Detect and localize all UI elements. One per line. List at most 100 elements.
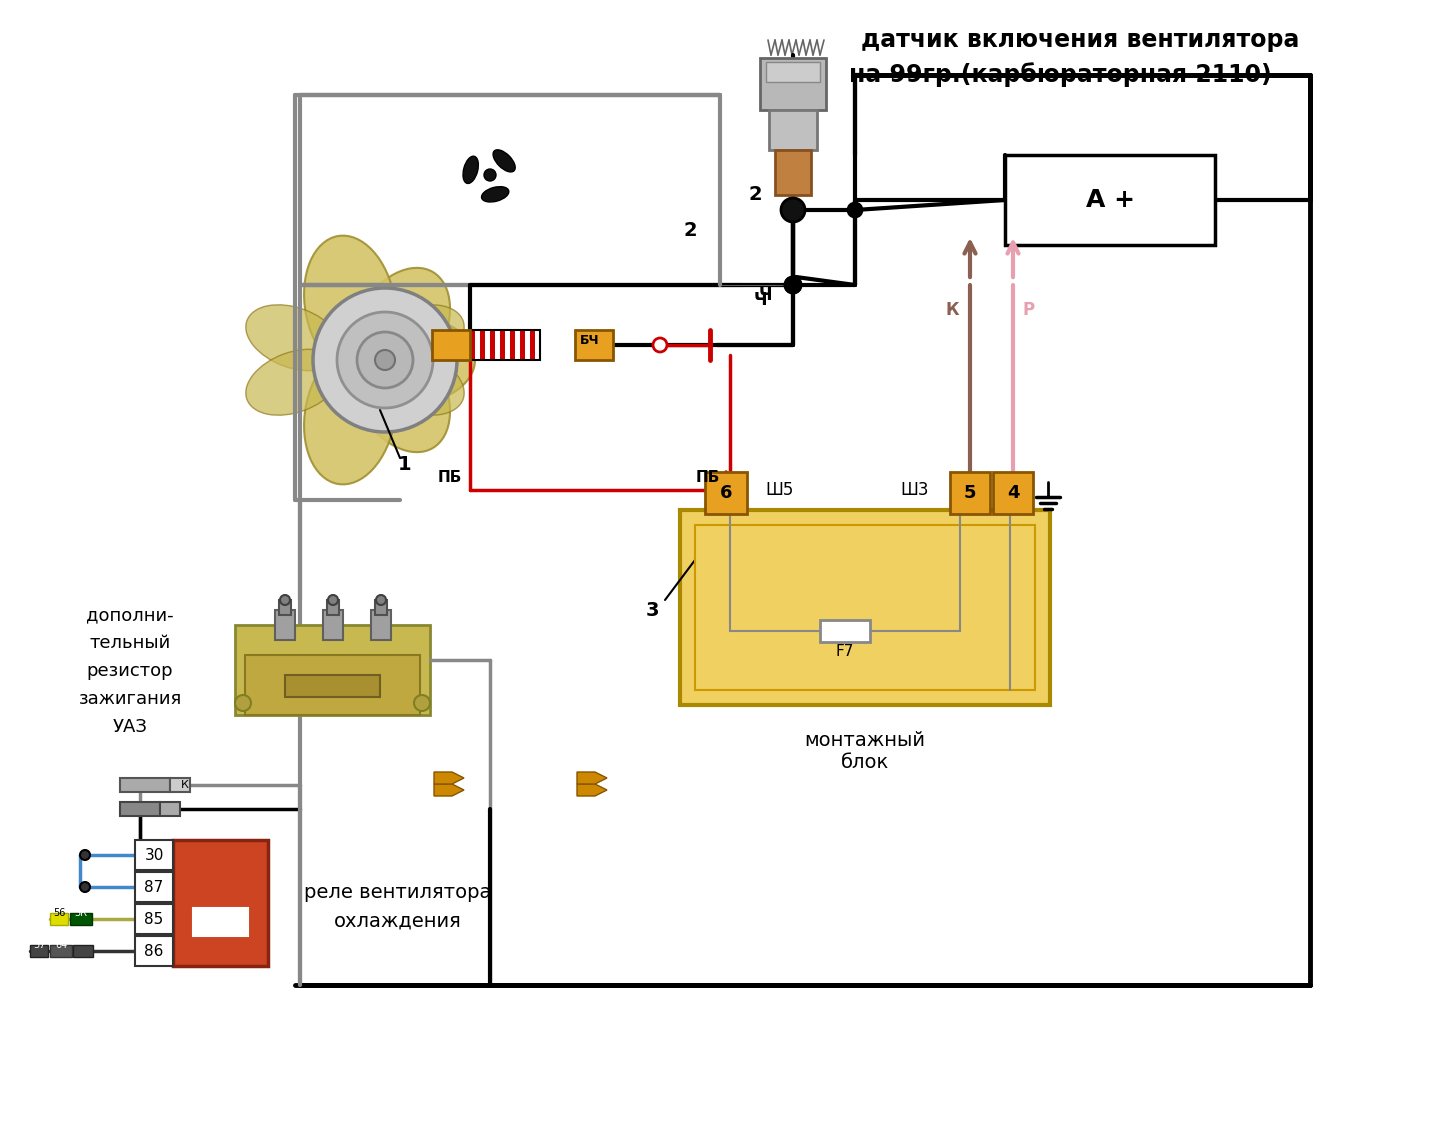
Text: 4: 4: [1007, 484, 1020, 502]
Bar: [432, 330, 470, 360]
Bar: [371, 610, 391, 640]
Bar: [120, 778, 170, 792]
Bar: [279, 601, 291, 615]
Bar: [505, 330, 510, 360]
Circle shape: [780, 198, 805, 222]
Circle shape: [314, 288, 457, 432]
Polygon shape: [434, 772, 464, 784]
Text: 87: 87: [145, 880, 163, 895]
Bar: [170, 778, 190, 792]
Text: 86: 86: [145, 943, 163, 958]
Bar: [475, 330, 480, 360]
Bar: [324, 610, 344, 640]
Circle shape: [80, 851, 90, 860]
Bar: [516, 330, 520, 360]
Bar: [821, 620, 871, 642]
Circle shape: [785, 277, 800, 293]
Text: на 99гр.(карбюраторная 2110): на 99гр.(карбюраторная 2110): [849, 62, 1272, 87]
Bar: [490, 330, 495, 360]
Text: тельный: тельный: [89, 634, 170, 651]
Ellipse shape: [345, 268, 450, 397]
Text: 2: 2: [683, 221, 697, 240]
Text: реле вентилятора: реле вентилятора: [305, 883, 491, 903]
Bar: [949, 472, 990, 513]
Bar: [275, 610, 295, 640]
Text: 5: 5: [964, 484, 977, 502]
Text: ПБ: ПБ: [696, 470, 720, 485]
Bar: [135, 904, 173, 934]
Text: Ш3: Ш3: [901, 481, 929, 499]
Bar: [536, 330, 540, 360]
Circle shape: [653, 338, 667, 352]
Bar: [50, 913, 67, 925]
Bar: [160, 802, 180, 815]
Bar: [510, 330, 516, 360]
Text: Ч: Ч: [753, 291, 766, 309]
Text: 3: 3: [646, 601, 659, 620]
Bar: [30, 946, 49, 957]
Bar: [285, 675, 379, 697]
Bar: [485, 330, 490, 360]
Bar: [775, 150, 811, 195]
Bar: [530, 330, 536, 360]
Bar: [1005, 155, 1214, 245]
Bar: [73, 946, 93, 957]
Bar: [495, 330, 500, 360]
Text: БЧ: БЧ: [580, 334, 600, 346]
Bar: [520, 330, 526, 360]
Bar: [70, 913, 92, 925]
Bar: [135, 840, 173, 870]
Text: УАЗ: УАЗ: [113, 718, 147, 736]
Bar: [193, 908, 248, 936]
Text: К: К: [945, 301, 959, 319]
Circle shape: [484, 169, 495, 181]
Bar: [135, 872, 173, 903]
Ellipse shape: [335, 316, 475, 405]
Text: ПБ: ПБ: [438, 470, 463, 485]
Bar: [695, 525, 1035, 690]
Bar: [173, 840, 268, 966]
Bar: [470, 330, 540, 360]
Text: охлаждения: охлаждения: [334, 912, 463, 931]
Text: Ш5: Ш5: [766, 481, 795, 499]
Bar: [120, 802, 160, 815]
Ellipse shape: [246, 349, 342, 415]
Ellipse shape: [246, 304, 342, 371]
Bar: [50, 946, 72, 957]
Ellipse shape: [368, 304, 464, 371]
Bar: [766, 62, 821, 83]
Bar: [375, 601, 387, 615]
Text: 56: 56: [53, 908, 66, 918]
Text: F7: F7: [836, 645, 853, 659]
Polygon shape: [577, 772, 607, 784]
Text: 57: 57: [33, 940, 46, 950]
Circle shape: [414, 696, 430, 711]
Ellipse shape: [463, 156, 478, 183]
Circle shape: [281, 595, 291, 605]
Bar: [992, 472, 1032, 513]
Circle shape: [328, 595, 338, 605]
Circle shape: [337, 312, 432, 408]
Text: датчик включения вентилятора: датчик включения вентилятора: [861, 28, 1299, 52]
Text: 30: 30: [145, 847, 163, 863]
Text: Ч: Ч: [759, 286, 772, 304]
Ellipse shape: [304, 346, 397, 484]
Circle shape: [848, 202, 862, 217]
Bar: [135, 936, 173, 966]
Bar: [235, 625, 430, 715]
Text: 6: 6: [720, 484, 732, 502]
Ellipse shape: [493, 149, 516, 172]
Text: К: К: [180, 780, 189, 789]
Bar: [203, 918, 238, 930]
Text: зажигания: зажигания: [79, 690, 182, 708]
Bar: [245, 655, 420, 715]
Circle shape: [375, 349, 395, 370]
Bar: [470, 330, 475, 360]
Text: А +: А +: [1085, 188, 1134, 211]
Bar: [576, 330, 613, 360]
Text: монтажный: монтажный: [805, 731, 925, 750]
Bar: [526, 330, 530, 360]
Bar: [760, 58, 826, 110]
Ellipse shape: [368, 349, 464, 415]
Text: дополни-: дополни-: [86, 606, 173, 624]
